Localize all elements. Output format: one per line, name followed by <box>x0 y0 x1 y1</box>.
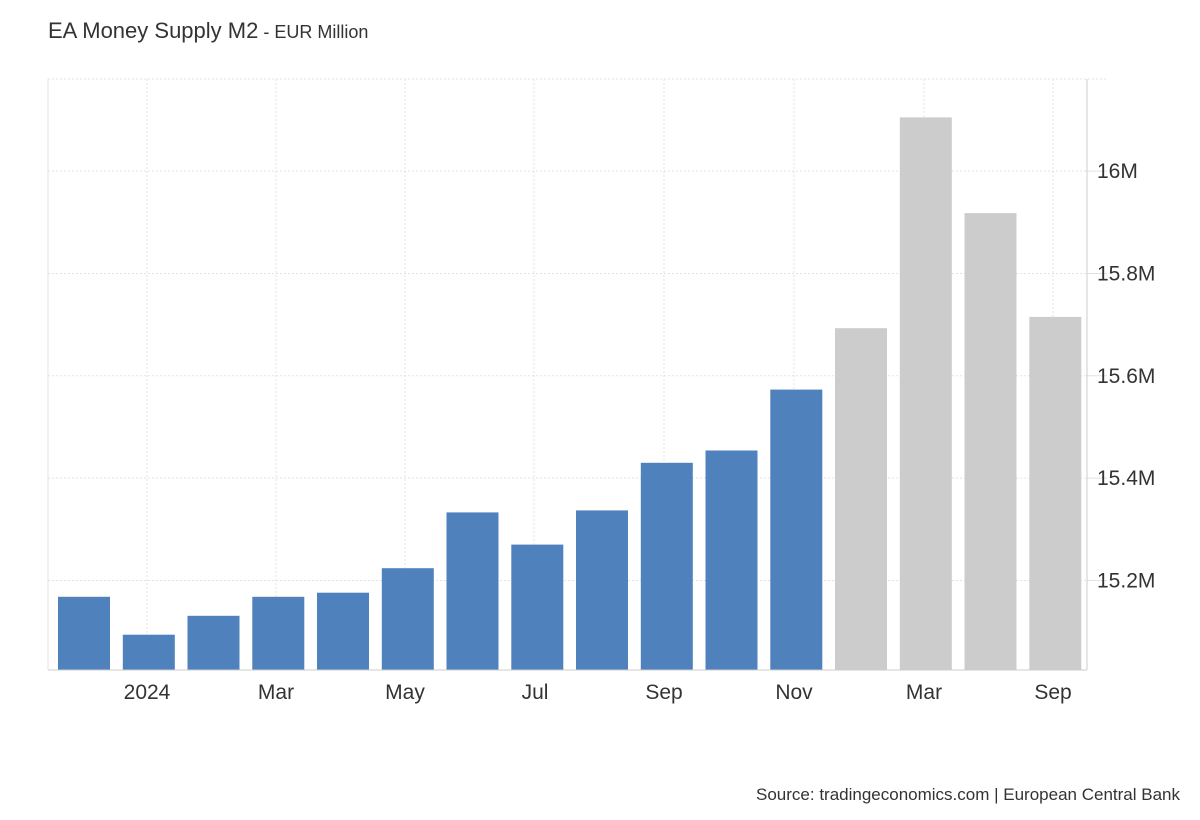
y-tick-label: 15.4M <box>1097 467 1155 490</box>
actual-bar <box>381 568 434 670</box>
x-tick-label: Sep <box>645 681 682 704</box>
actual-bar <box>58 596 110 670</box>
actual-bar <box>511 544 564 670</box>
axis-layer <box>47 79 1088 671</box>
y-tick-label: 16M <box>1097 160 1138 183</box>
y-tick-label: 15.8M <box>1097 262 1155 285</box>
x-tick-label: 2024 <box>124 681 171 704</box>
labels-layer: 15.2M 15.4M 15.6M 15.8M 16M 2024 Mar May Jul Sep N… <box>124 160 1156 704</box>
chart-header: EA Money Supply M2 - EUR Million <box>48 18 368 44</box>
actual-bar <box>576 510 628 670</box>
x-tick-label: May <box>385 681 425 704</box>
x-tick-label: Nov <box>775 681 813 704</box>
actual-bar <box>770 389 823 670</box>
x-tick-label: Mar <box>906 681 942 704</box>
actual-bar <box>446 512 499 670</box>
y-tick-label: 15.6M <box>1097 365 1155 388</box>
title-separator: - <box>258 22 275 42</box>
bars-layer <box>58 117 1082 670</box>
actual-bar <box>640 462 693 670</box>
actual-bar <box>705 450 758 670</box>
actual-bar <box>317 592 369 670</box>
x-tick-label: Sep <box>1034 681 1071 704</box>
x-tick-label: Jul <box>522 681 549 704</box>
actual-bar <box>252 596 305 670</box>
chart-subtitle: EUR Million <box>274 22 369 42</box>
x-tick-label: Mar <box>258 681 294 704</box>
forecast-bar <box>1029 316 1082 670</box>
actual-bar <box>187 615 240 670</box>
forecast-bar <box>835 328 887 670</box>
source-attribution: Source: tradingeconomics.com | European … <box>756 785 1180 804</box>
bar-chart: 15.2M 15.4M 15.6M 15.8M 16M 2024 Mar May Jul Sep N… <box>47 78 1156 704</box>
y-tick-label: 15.2M <box>1097 569 1155 592</box>
forecast-bar <box>899 117 952 670</box>
forecast-bar <box>964 213 1017 670</box>
chart-title: EA Money Supply M2 <box>48 18 259 43</box>
actual-bar <box>122 634 175 670</box>
